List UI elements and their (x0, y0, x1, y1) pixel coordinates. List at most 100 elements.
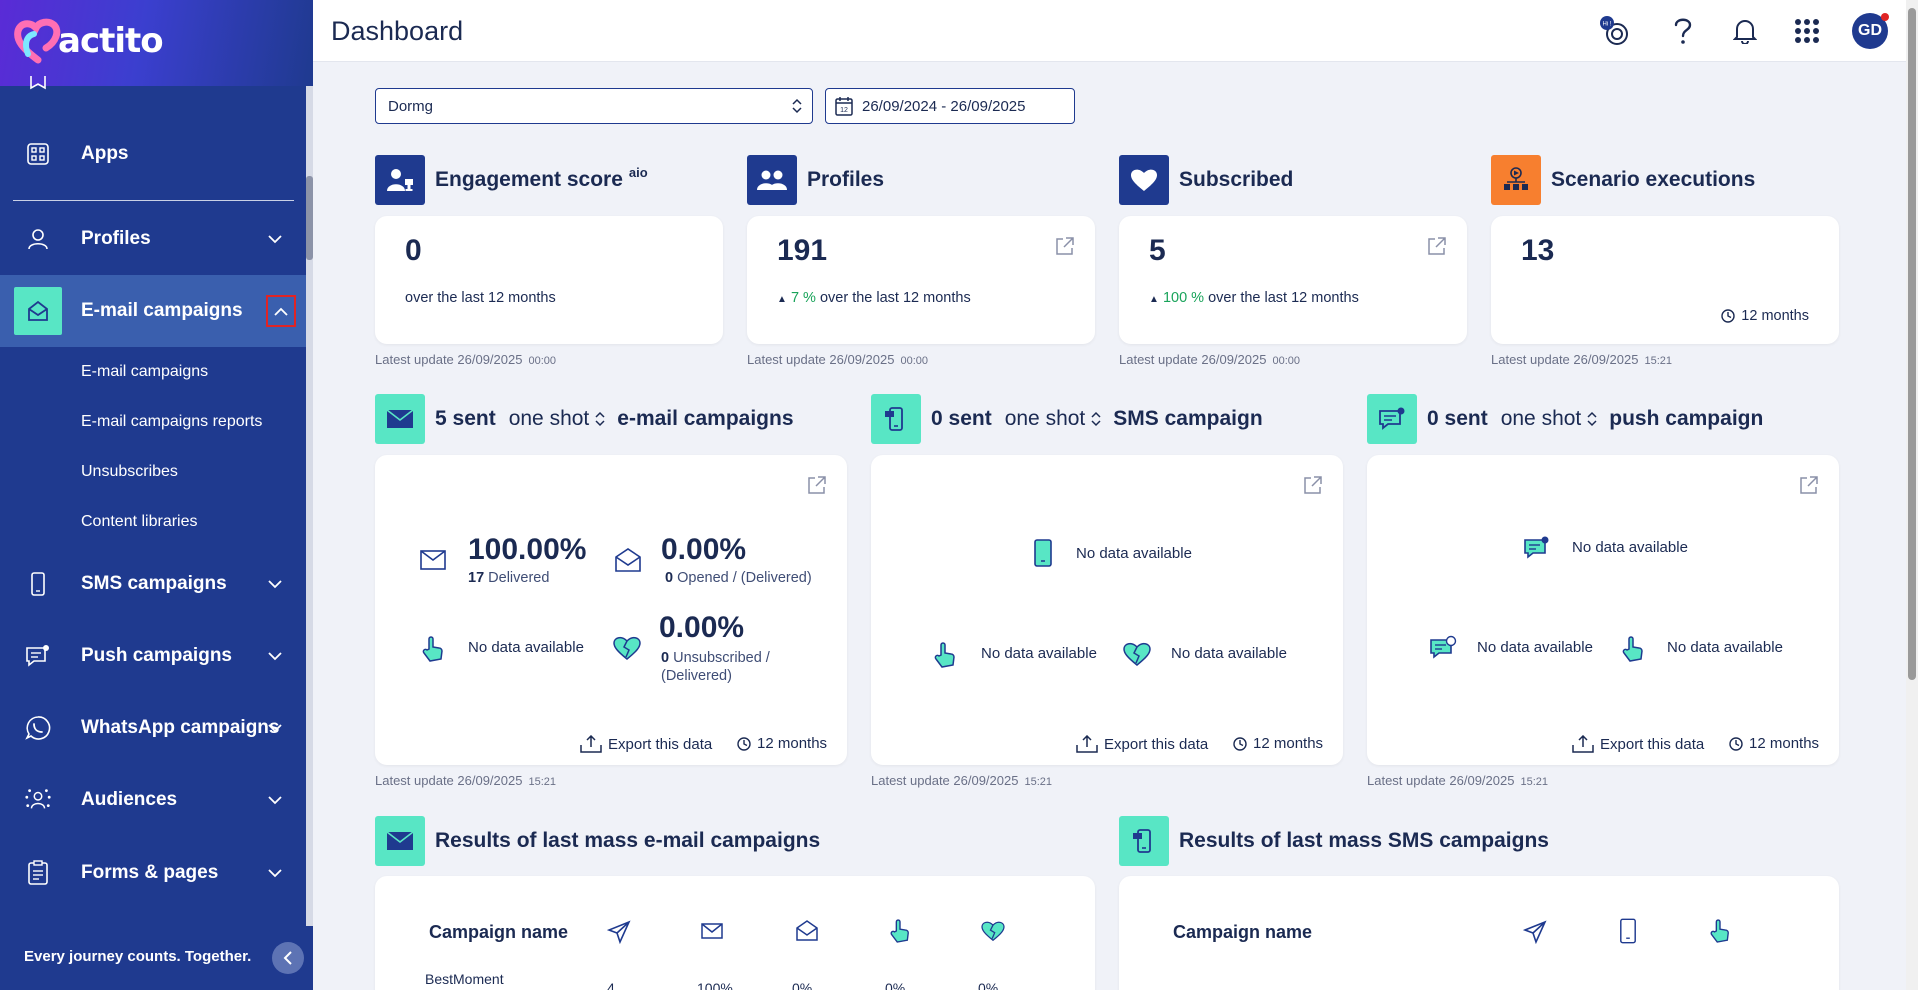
audience-icon (24, 786, 52, 814)
sidebar-item-whatsapp-campaigns[interactable]: WhatsApp campaigns (0, 692, 306, 764)
export-data-button[interactable]: Export this data (1076, 735, 1208, 753)
push-campaign-card: No data available No data available No d… (1367, 455, 1839, 765)
scenario-icon (1491, 155, 1541, 205)
subitem-email-campaigns-reports[interactable]: E-mail campaigns reports (81, 413, 263, 430)
sidebar-item-label: Profiles (81, 228, 151, 249)
aio-badge: aio (628, 164, 648, 180)
table-cell: 4 (607, 980, 615, 990)
chevron-up-icon[interactable] (266, 295, 296, 327)
kpi-value: 13 (1521, 234, 1555, 267)
click-hand-icon (934, 642, 955, 668)
external-link-icon[interactable] (1303, 475, 1323, 495)
kpi-title: Profiles (807, 168, 885, 191)
actito-logo[interactable]: actito (14, 18, 164, 64)
external-link-icon[interactable] (1427, 236, 1447, 256)
click-hand-icon (1710, 919, 1729, 943)
kpi-subscribed-header: Subscribed (1119, 155, 1293, 205)
external-link-icon[interactable] (1055, 236, 1075, 256)
table-cell: 100% (697, 980, 733, 990)
broken-heart-icon (613, 636, 641, 660)
column-campaign-name[interactable]: Campaign name (1173, 922, 1313, 942)
export-data-button[interactable]: Export this data (1572, 735, 1704, 753)
sidebar-item-label: Forms & pages (81, 862, 219, 883)
select-arrows-icon[interactable] (1091, 410, 1101, 428)
users-icon (747, 155, 797, 205)
chevron-down-icon[interactable] (264, 862, 286, 884)
latest-update: Latest update 26/09/2025 15:21 (375, 773, 556, 788)
sidebar-item-email-campaigns[interactable]: E-mail campaigns (0, 275, 306, 347)
chevron-down-icon[interactable] (264, 789, 286, 811)
sms-campaign-card: No data available No data available No d… (871, 455, 1343, 765)
bell-icon[interactable] (1727, 13, 1763, 49)
partial-nav-icon (30, 76, 46, 90)
app-launcher-icon[interactable] (1789, 13, 1825, 49)
help-icon[interactable] (1665, 13, 1701, 49)
sidebar-item-profiles[interactable]: Profiles (0, 203, 306, 275)
user-icon (24, 225, 52, 253)
main-scrollbar[interactable] (1906, 0, 1918, 990)
subitem-content-libraries[interactable]: Content libraries (81, 513, 198, 530)
click-hand-icon (890, 919, 909, 943)
campaign-mode-select[interactable]: one shot (1500, 407, 1582, 430)
select-arrows-icon[interactable] (1587, 410, 1597, 428)
top-header: Dashboard Hi ! GD (313, 0, 1918, 62)
kpi-scenario-header: Scenario executions (1491, 155, 1755, 205)
sidebar-item-audiences[interactable]: Audiences (0, 764, 306, 836)
date-range-picker[interactable]: 12 26/09/2024 - 26/09/2025 (825, 88, 1075, 124)
sidebar-item-apps[interactable]: Apps (0, 118, 306, 190)
kpi-title: Subscribed (1179, 168, 1294, 191)
clicks-no-data: No data available (1667, 639, 1783, 656)
unsub-pct: 0.00% (659, 611, 745, 644)
sidebar-item-forms-pages[interactable]: Forms & pages (0, 837, 306, 909)
opened-no-data: No data available (1477, 639, 1593, 656)
sidebar-brand: actito (0, 0, 313, 86)
campaign-type: push campaign (1609, 407, 1764, 430)
results-email-header: Results of last mass e-mail campaigns (375, 816, 820, 866)
external-link-icon[interactable] (1799, 475, 1819, 495)
sent-count: 5 sent (435, 407, 496, 430)
sidebar-item-label: Push campaigns (81, 645, 232, 666)
clock-icon (737, 736, 751, 751)
database-select[interactable]: Dormg (375, 88, 813, 124)
sent-plane-icon (1523, 920, 1547, 944)
kpi-subscribed-card[interactable]: 5 ▲ 100 % over the last 12 months (1119, 216, 1467, 344)
sidebar-tagline: Every journey counts. Together. (24, 948, 252, 965)
campaign-type: e-mail campaigns (617, 407, 794, 430)
clock-icon (1729, 736, 1743, 751)
database-select-value: Dormg (388, 98, 434, 115)
column-campaign-name[interactable]: Campaign name (429, 922, 569, 942)
period-label: 12 months (1233, 735, 1323, 752)
sidebar-scrollbar-thumb[interactable] (306, 176, 313, 260)
click-hand-icon (422, 636, 443, 662)
apps-grid-icon (24, 140, 52, 168)
latest-update: Latest update 26/09/2025 00:00 (1119, 352, 1300, 367)
push-message-icon (1367, 394, 1417, 444)
sidebar-item-label: Audiences (81, 789, 178, 810)
assistant-icon[interactable]: Hi ! (1597, 13, 1633, 49)
subitem-unsubscribes[interactable]: Unsubscribes (81, 463, 178, 480)
kpi-profiles-card[interactable]: 191 ▲ 7 % over the last 12 months (747, 216, 1095, 344)
campaign-mode-select[interactable]: one shot (508, 407, 590, 430)
collapse-sidebar-button[interactable] (272, 942, 304, 974)
chevron-down-icon[interactable] (264, 228, 286, 250)
export-data-button[interactable]: Export this data (580, 735, 712, 753)
table-cell: 0% (792, 980, 813, 990)
external-link-icon[interactable] (807, 475, 827, 495)
main-scrollbar-thumb[interactable] (1908, 8, 1916, 680)
table-row-campaign-name[interactable]: BestMoment (425, 971, 504, 987)
campaign-mode-select[interactable]: one shot (1004, 407, 1086, 430)
kpi-sub: over the last 12 months (405, 290, 556, 306)
subitem-email-campaigns[interactable]: E-mail campaigns (81, 363, 209, 380)
select-arrows-icon[interactable] (595, 410, 605, 428)
chevron-down-icon[interactable] (264, 717, 286, 739)
sidebar-item-sms-campaigns[interactable]: SMS campaigns (0, 548, 306, 620)
page-title: Dashboard (331, 16, 464, 46)
chevron-down-icon[interactable] (264, 645, 286, 667)
clock-icon (1721, 309, 1735, 323)
mobile-icon (1034, 539, 1052, 567)
sidebar-item-push-campaigns[interactable]: Push campaigns (0, 620, 306, 692)
avatar[interactable]: GD (1852, 13, 1888, 49)
sidebar-scrollbar[interactable] (306, 86, 313, 926)
chevron-down-icon[interactable] (264, 573, 286, 595)
push-opened-icon (1430, 635, 1457, 659)
